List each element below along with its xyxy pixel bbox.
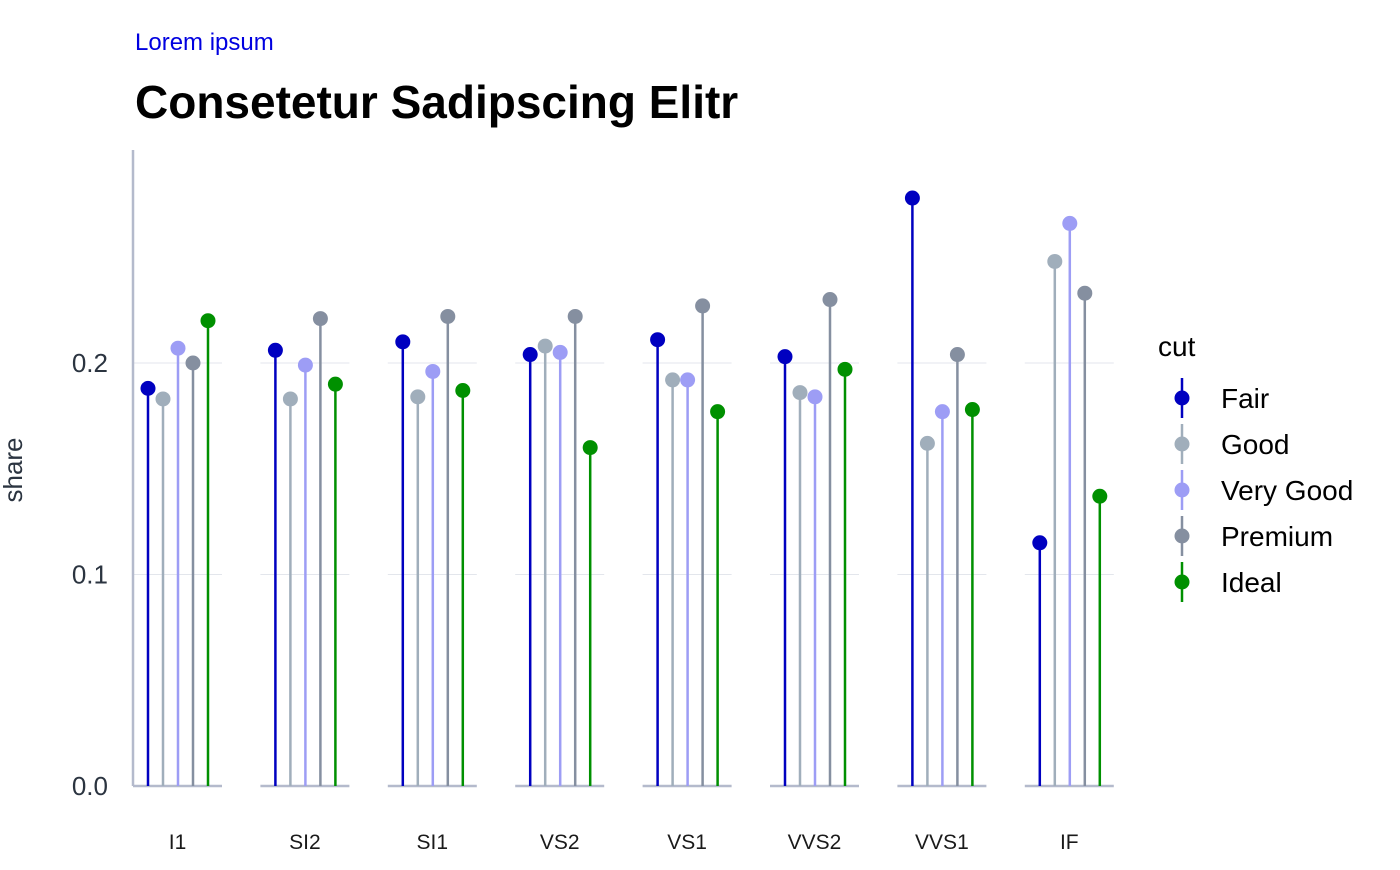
y-axis-label: share: [0, 437, 28, 502]
point-ideal-IF: [1092, 488, 1108, 504]
point-very-good-IF: [1062, 215, 1078, 231]
legend-title: cut: [1158, 331, 1196, 362]
y-tick-label: 0.1: [72, 560, 108, 590]
x-tick-label-SI1: SI1: [417, 831, 449, 854]
point-fair-SI2: [267, 342, 283, 358]
point-good-IF: [1047, 253, 1063, 269]
point-fair-VS2: [522, 347, 538, 363]
x-tick-label-IF: IF: [1060, 831, 1079, 854]
point-ideal-VVS1: [964, 402, 980, 418]
x-tick-label-VS1: VS1: [667, 831, 707, 854]
x-tick-label-VVS1: VVS1: [915, 831, 969, 854]
x-tick-label-I1: I1: [169, 831, 187, 854]
legend-key-point-premium: [1174, 528, 1190, 544]
point-premium-I1: [185, 355, 201, 371]
point-ideal-VS1: [710, 404, 726, 420]
point-fair-VS1: [650, 332, 666, 348]
legend-label-very-good: Very Good: [1221, 475, 1353, 506]
chart-subtitle: Lorem ipsum: [135, 29, 274, 56]
legend-label-ideal: Ideal: [1221, 567, 1282, 598]
point-ideal-VS2: [582, 440, 598, 456]
chart-title: Consetetur Sadipscing Elitr: [135, 76, 738, 128]
legend-key-point-good: [1174, 436, 1190, 452]
point-ideal-VVS2: [837, 361, 853, 377]
point-premium-VS1: [695, 298, 711, 314]
legend-key-point-ideal: [1174, 574, 1190, 590]
point-very-good-VS1: [680, 372, 696, 388]
point-good-I1: [155, 391, 171, 407]
legend-key-point-very-good: [1174, 482, 1190, 498]
y-tick-label: 0.0: [72, 771, 108, 801]
point-fair-IF: [1032, 535, 1048, 551]
point-good-VS2: [537, 338, 553, 354]
legend-key-point-fair: [1174, 390, 1190, 406]
point-very-good-I1: [170, 340, 186, 356]
point-good-VS1: [665, 372, 681, 388]
x-tick-label-VS2: VS2: [540, 831, 580, 854]
point-very-good-SI1: [425, 363, 441, 379]
point-very-good-VVS2: [807, 389, 823, 405]
legend-label-good: Good: [1221, 429, 1290, 460]
point-premium-VVS1: [949, 347, 965, 363]
point-ideal-SI1: [455, 382, 471, 398]
point-good-SI2: [282, 391, 298, 407]
y-tick-label: 0.2: [72, 348, 108, 378]
point-ideal-I1: [200, 313, 216, 329]
point-premium-VVS2: [822, 292, 838, 308]
point-good-SI1: [410, 389, 426, 405]
point-fair-VVS1: [904, 190, 920, 206]
point-premium-SI2: [312, 311, 328, 327]
point-fair-I1: [140, 380, 156, 396]
point-good-VVS1: [919, 435, 935, 451]
point-premium-VS2: [567, 308, 583, 324]
point-premium-IF: [1077, 285, 1093, 301]
point-fair-VVS2: [777, 349, 793, 365]
point-premium-SI1: [440, 308, 456, 324]
point-very-good-VS2: [552, 344, 568, 360]
point-ideal-SI2: [327, 376, 343, 392]
point-good-VVS2: [792, 385, 808, 401]
point-very-good-SI2: [297, 357, 313, 373]
point-very-good-VVS1: [934, 404, 950, 420]
x-tick-label-VVS2: VVS2: [788, 831, 842, 854]
x-tick-label-SI2: SI2: [289, 831, 321, 854]
legend-label-fair: Fair: [1221, 383, 1269, 414]
point-fair-SI1: [395, 334, 411, 350]
legend-label-premium: Premium: [1221, 521, 1333, 552]
